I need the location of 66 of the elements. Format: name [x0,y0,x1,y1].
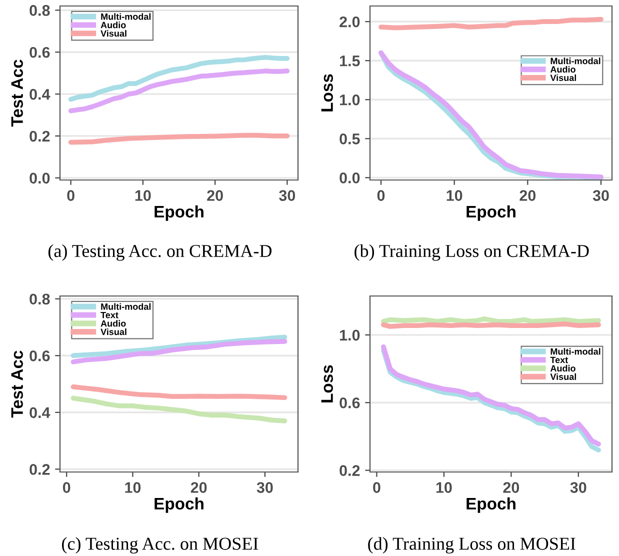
legend-label: Visual [100,328,126,336]
line-series [378,16,604,30]
legend-label: Visual [550,373,576,380]
x-axis-title: Epoch [154,497,204,513]
x-tick-label: 30 [256,482,273,493]
y-tick-label: 0.8 [30,294,50,305]
legend-label: Multi-modal [101,13,151,20]
x-tick-label: 0 [373,482,380,493]
legend-label: Multi-modal [550,58,600,64]
y-tick-label: 1.5 [340,56,360,66]
y-tick-label: 0.4 [30,407,50,418]
y-tick-label: 0.2 [340,465,360,476]
y-tick-label: 0.4 [30,88,50,100]
y-tick-label: 0.6 [30,46,50,58]
line-series [70,396,288,424]
x-tick-label: 0 [67,190,74,201]
line-series [68,132,290,145]
text: (d) Training Loss on MOSEI [368,537,576,554]
x-tick-label: 10 [125,482,141,493]
x-tick-label: 20 [520,190,536,201]
x-tick-label: 10 [436,482,452,493]
text: (b) Training Loss on CREMA-D [354,244,589,261]
text: (c) Testing Acc. on MOSEI [62,537,258,554]
x-tick-label: 10 [135,190,151,201]
line-series [68,68,290,114]
legend-label: Multi-modal [550,348,600,355]
y-tick-label: 0.6 [340,397,360,408]
x-axis-title: Epoch [466,497,516,513]
y-tick-label: 1.0 [340,94,360,106]
y-tick-label: 0.0 [30,172,50,184]
y-tick-label: 0.0 [340,172,360,184]
y-axis-title: Loss [321,365,333,402]
x-tick-label: 30 [279,190,296,201]
x-tick-label: 0 [377,190,385,201]
x-tick-label: 20 [190,482,207,493]
legend-label: Text [100,312,118,318]
x-tick-label: 30 [570,482,586,493]
y-tick-label: 1.0 [340,330,360,341]
legend-label: Audio [100,22,126,28]
y-axis-title: Test Acc [11,350,23,418]
y-tick-label: 0.6 [30,350,50,362]
y-tick-label: 2.0 [340,16,360,28]
x-tick-label: 10 [446,190,462,201]
y-tick-label: 0.2 [30,130,50,142]
line-series [68,54,290,102]
x-tick-label: 20 [207,190,223,201]
legend-label: Audio [550,66,576,73]
legend-label: Audio [550,364,576,372]
y-tick-label: 0.2 [30,464,50,475]
x-tick-label: 30 [592,190,609,201]
x-tick-label: 20 [503,482,520,493]
y-tick-label: 0.8 [30,5,50,16]
y-axis-title: Loss [321,74,333,112]
line-series [70,338,288,364]
y-tick-label: 0.5 [340,134,360,144]
legend-label: Text [550,356,568,364]
x-axis-title: Epoch [466,205,516,221]
text: (a) Testing Acc. on CREMA-D [48,244,272,261]
line-series [70,384,288,400]
x-axis-title: Epoch [154,205,204,221]
y-axis-title: Test Acc [11,60,23,127]
legend-label: Visual [100,30,126,37]
legend-label: Multi-modal [101,303,151,310]
legend-label: Audio [100,320,126,327]
x-tick-label: 0 [62,482,70,493]
legend-label: Visual [550,74,576,82]
